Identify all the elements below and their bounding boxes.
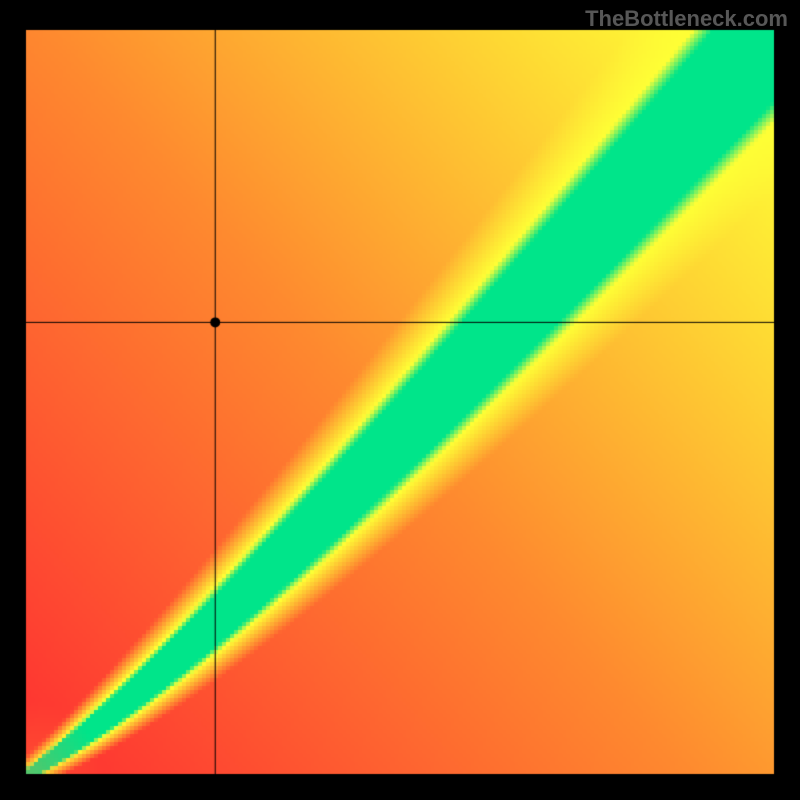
chart-container: TheBottleneck.com [0,0,800,800]
watermark-text: TheBottleneck.com [585,6,788,32]
heatmap-canvas [0,0,800,800]
